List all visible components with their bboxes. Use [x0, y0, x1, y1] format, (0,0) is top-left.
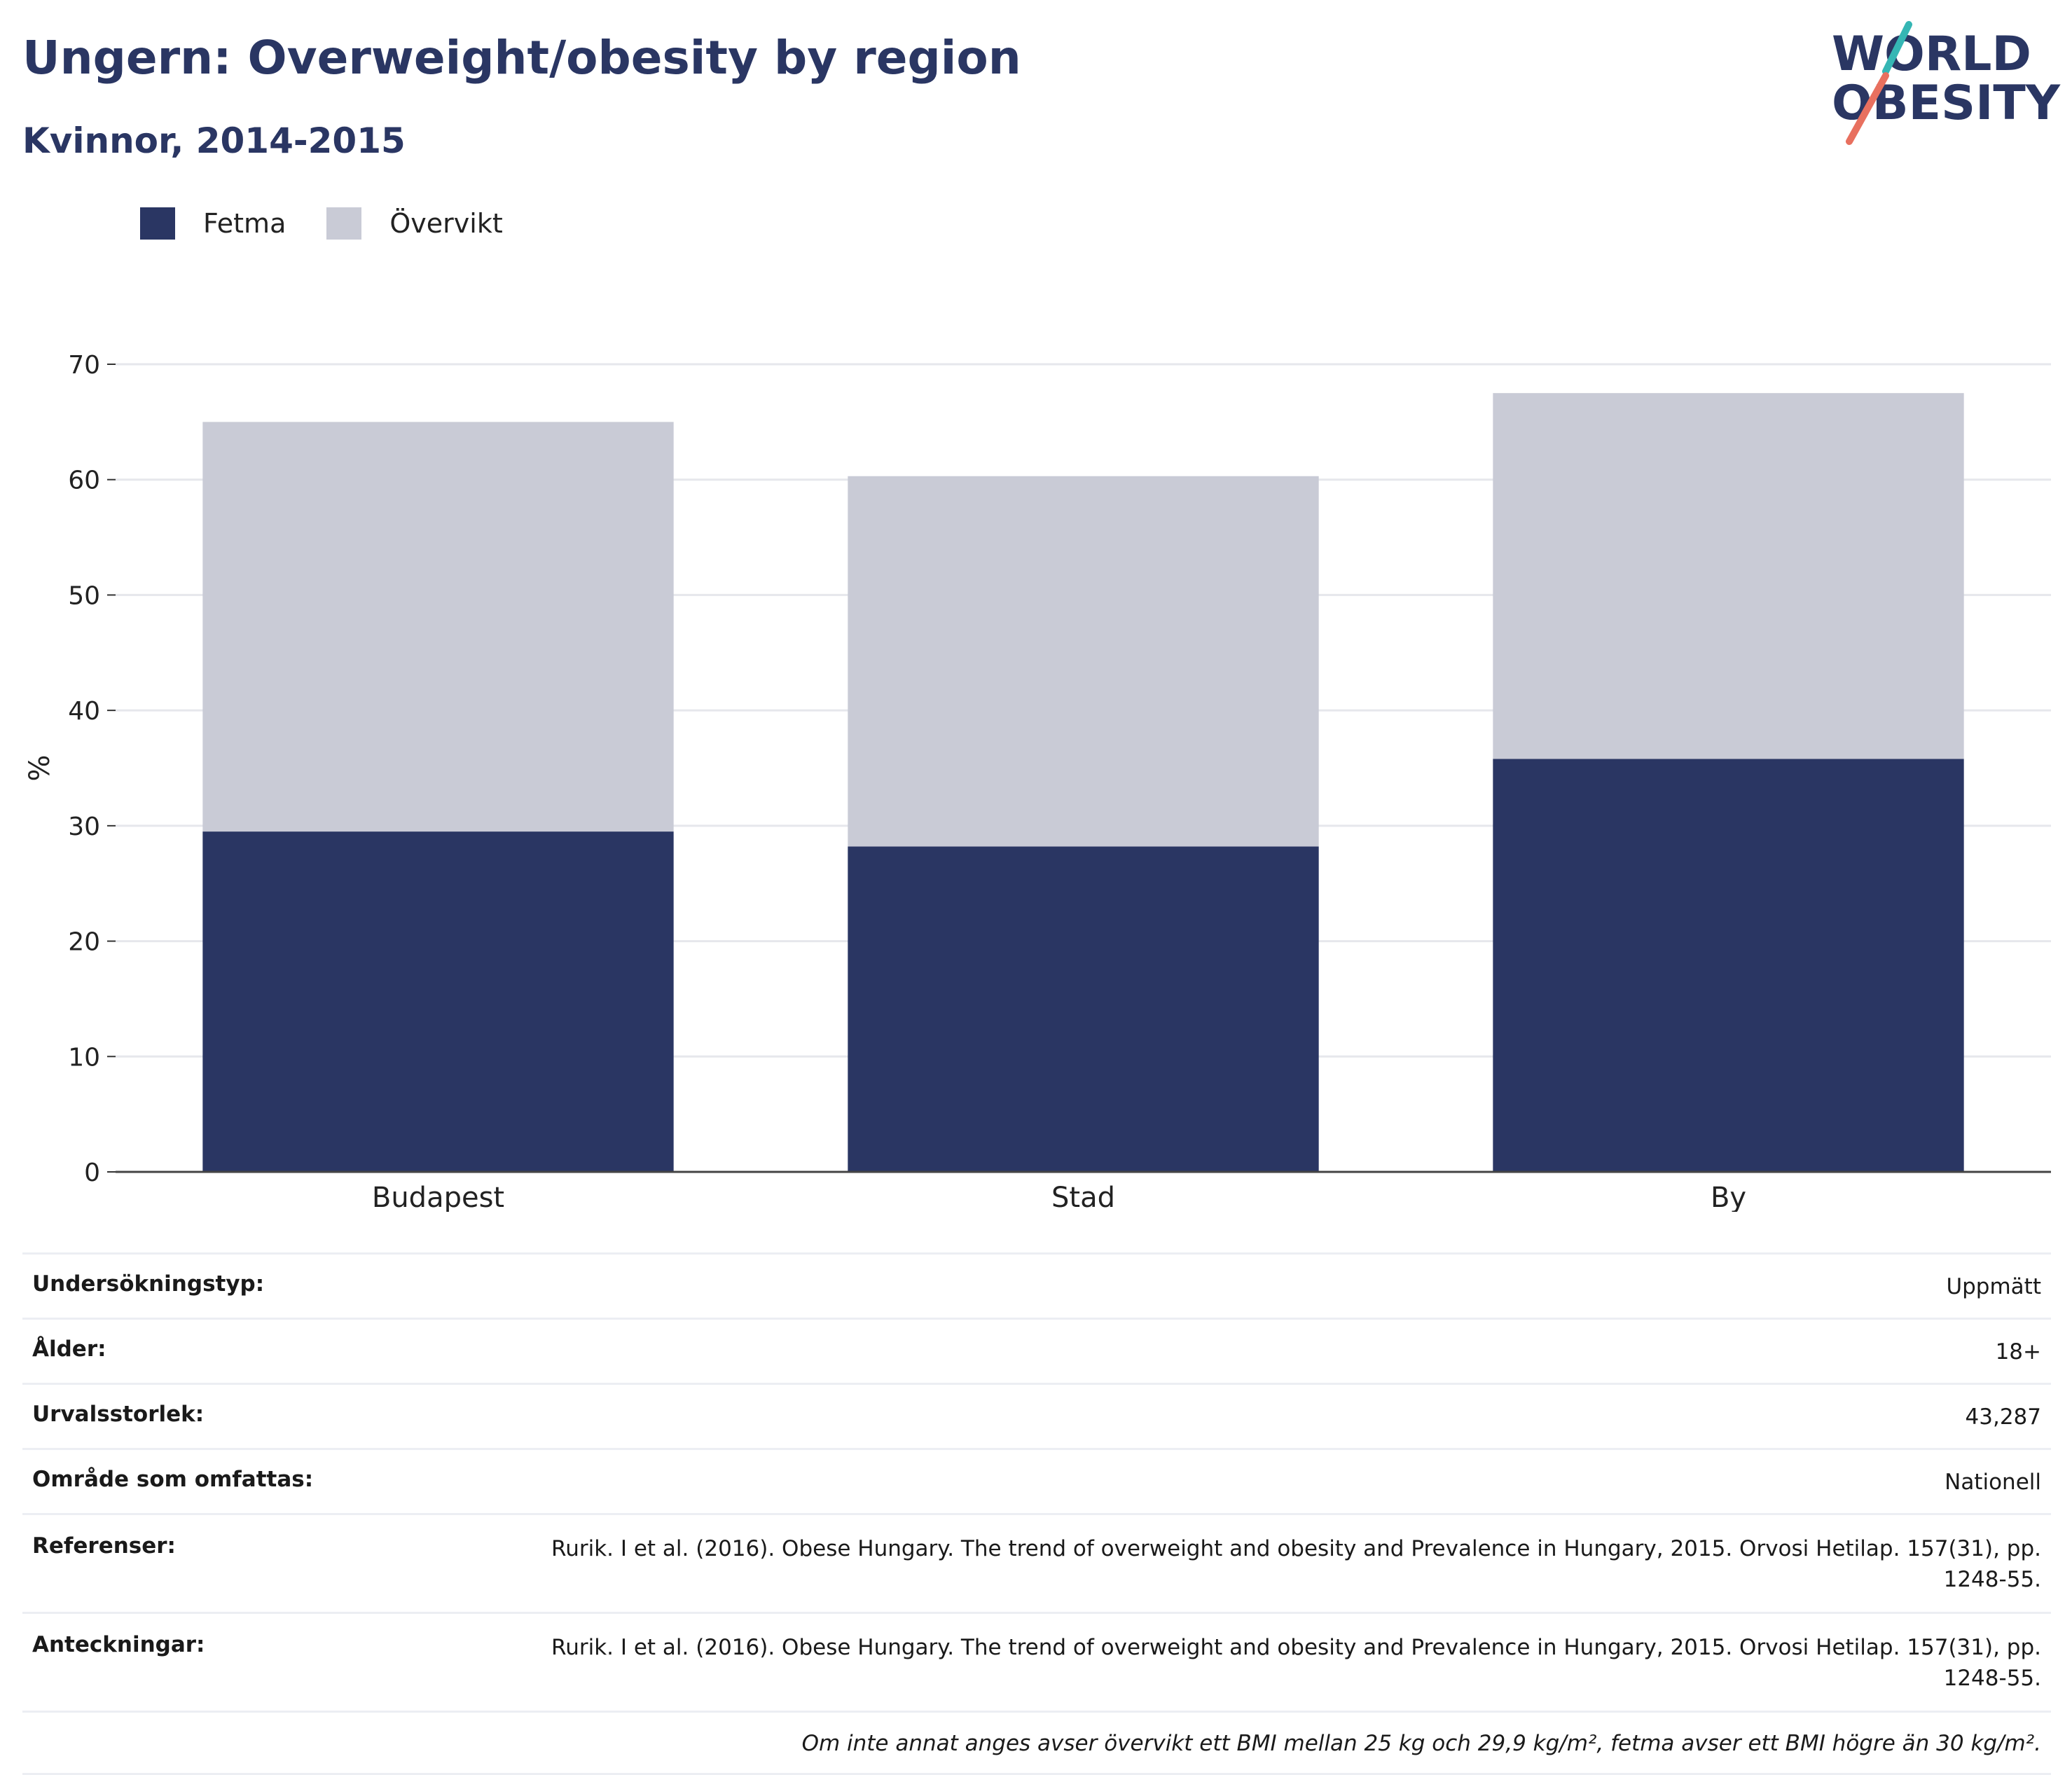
- meta-label: Urvalsstorlek:: [32, 1402, 205, 1427]
- x-tick-label: Budapest: [372, 1182, 504, 1212]
- meta-label: Referenser:: [32, 1533, 176, 1559]
- x-tick-label: Stad: [1051, 1182, 1115, 1212]
- meta-row-sample-size: Urvalsstorlek: 43,287: [22, 1383, 2051, 1448]
- logo-line-world: WORLD: [1832, 27, 2031, 82]
- survey-info-table: Undersökningstyp: Uppmätt Ålder: 18+ Urv…: [22, 1252, 2051, 1775]
- y-tick-label: 40: [68, 697, 100, 726]
- meta-row-references: Referenser: Rurik. I et al. (2016). Obes…: [22, 1513, 2051, 1612]
- chart-title: Ungern: Overweight/obesity by region: [22, 31, 1021, 85]
- y-tick-label: 70: [68, 351, 100, 380]
- meta-value: Rurik. I et al. (2016). Obese Hungary. T…: [551, 1536, 2041, 1592]
- logo-slash-bottom: [1846, 72, 1889, 145]
- y-tick-label: 0: [84, 1159, 100, 1187]
- meta-value: 18+: [1995, 1339, 2041, 1365]
- bar-overvikt-by: [1493, 393, 1964, 759]
- y-tick-label: 10: [68, 1043, 100, 1072]
- bar-fetma-budapest: [202, 831, 674, 1172]
- meta-row-survey-type: Undersökningstyp: Uppmätt: [22, 1252, 2051, 1318]
- meta-value: Rurik. I et al. (2016). Obese Hungary. T…: [551, 1635, 2041, 1691]
- meta-row-area: Område som omfattas: Nationell: [22, 1448, 2051, 1513]
- logo-slash-top: [1882, 21, 1912, 75]
- y-tick-label: 50: [68, 581, 100, 610]
- stacked-bar-chart: 0 10 20 30 40 50 60 70% Budapest Stad By: [24, 351, 2051, 1212]
- y-tick-label: 60: [68, 467, 100, 495]
- y-axis-label: %: [24, 754, 56, 781]
- bmi-footnote: Om inte annat anges avser övervikt ett B…: [22, 1711, 2051, 1775]
- legend-swatch-fetma: [140, 207, 175, 240]
- meta-value: Uppmätt: [1946, 1274, 2041, 1299]
- bar-fetma-by: [1493, 759, 1964, 1172]
- legend-label-fetma: Fetma: [203, 208, 286, 239]
- x-tick-label: By: [1711, 1182, 1746, 1212]
- bar-overvikt-budapest: [202, 422, 674, 832]
- legend-item-fetma[interactable]: Fetma: [140, 207, 286, 240]
- legend-swatch-overvikt: [326, 207, 362, 240]
- y-tick-label: 30: [68, 813, 100, 841]
- bar-overvikt-stad: [848, 476, 1319, 847]
- meta-label: Område som omfattas:: [32, 1467, 314, 1492]
- bar-fetma-stad: [848, 846, 1319, 1172]
- meta-label: Ålder:: [32, 1337, 106, 1362]
- y-tick-label: 20: [68, 928, 100, 957]
- legend-label-overvikt: Övervikt: [389, 208, 503, 239]
- world-obesity-logo: WORLD OBESITY: [1832, 21, 2061, 145]
- meta-label: Anteckningar:: [32, 1632, 205, 1657]
- meta-row-age: Ålder: 18+: [22, 1318, 2051, 1383]
- meta-label: Undersökningstyp:: [32, 1271, 265, 1297]
- chart-subtitle: Kvinnor, 2014-2015: [22, 120, 406, 161]
- meta-value: 43,287: [1965, 1404, 2041, 1430]
- chart-legend: Fetma Övervikt: [140, 207, 544, 240]
- meta-row-notes: Anteckningar: Rurik. I et al. (2016). Ob…: [22, 1612, 2051, 1711]
- legend-item-overvikt[interactable]: Övervikt: [326, 207, 503, 240]
- meta-value: Nationell: [1945, 1470, 2041, 1495]
- logo-line-obesity: OBESITY: [1832, 76, 2061, 131]
